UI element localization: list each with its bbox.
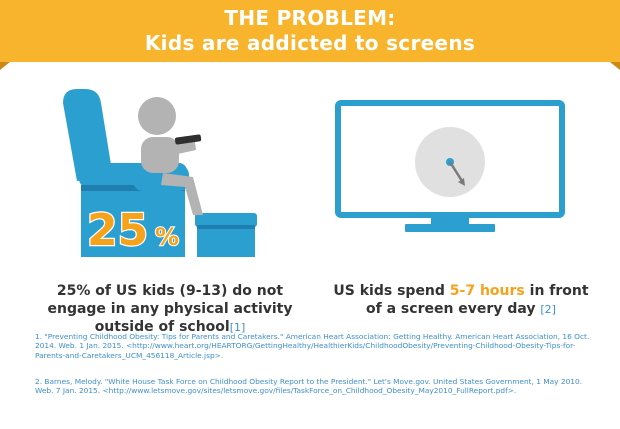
armchair-illustration: 25 %: [63, 89, 257, 258]
stat-physical-activity-text: 25% of US kids (9-13) do not engage in a…: [47, 283, 293, 335]
percent-badge: 25 %: [86, 204, 180, 258]
banner-fold-left: [0, 62, 10, 70]
banner-subtitle: Kids are addicted to screens: [144, 31, 476, 55]
clock-icon: [415, 127, 485, 197]
stat-screen-time: US kids spend 5-7 hours in front of a sc…: [326, 282, 596, 319]
reference-2: 2. Barnes, Melody. "White House Task For…: [35, 377, 583, 396]
title-banner: THE PROBLEM: Kids are addicted to screen…: [0, 0, 620, 62]
stat-screen-time-suffix: in front of a screen every day: [366, 283, 589, 317]
stat-screen-time-highlight: 5-7 hours: [449, 283, 525, 299]
tv-illustration: [335, 100, 565, 232]
stat-screen-time-prefix: US kids spend: [333, 283, 450, 299]
reference-link-2[interactable]: [2]: [540, 303, 556, 316]
reference-1: 1. "Preventing Childhood Obesity: Tips f…: [35, 332, 590, 360]
remote-icon: [174, 134, 202, 145]
armchair-icon: [63, 89, 257, 257]
banner-title: THE PROBLEM:: [224, 6, 396, 30]
person-icon: [138, 97, 203, 215]
percent-sign: %: [155, 223, 179, 251]
reference-link-1[interactable]: [1]: [229, 321, 246, 334]
stat-physical-activity: 25% of US kids (9-13) do not engage in a…: [30, 282, 310, 337]
percent-number: 25: [87, 205, 148, 256]
banner-fold-right: [610, 62, 620, 70]
